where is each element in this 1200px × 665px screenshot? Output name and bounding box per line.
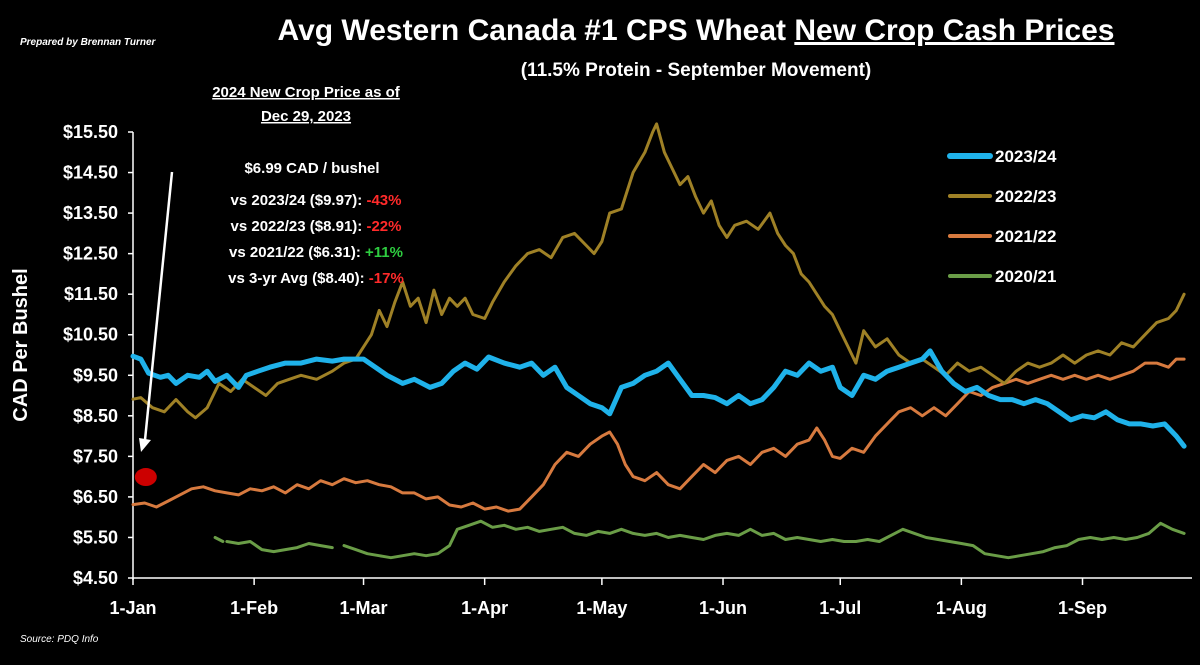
x-tick-label: 1-Jul: [819, 598, 861, 618]
chart-subtitle: (11.5% Protein - September Movement): [521, 60, 872, 81]
y-tick-label: $10.50: [63, 325, 118, 345]
y-tick-label: $12.50: [63, 244, 118, 264]
x-tick-label: 1-May: [576, 598, 627, 618]
series-layer: [130, 122, 1187, 560]
x-tick-label: 1-Mar: [340, 598, 388, 618]
annotation-price: $6.99 CAD / bushel: [244, 160, 379, 177]
annotation-arrow: [143, 171, 174, 441]
legend-label: 2023/24: [995, 147, 1057, 166]
comparison-line: vs 2022/23 ($8.91): -22%: [231, 218, 402, 235]
legend-label: 2020/21: [995, 267, 1056, 286]
title-underlined: New Crop Cash Prices: [794, 14, 1114, 47]
series-line-2023-24: [130, 348, 1187, 449]
y-tick-label: $9.50: [73, 365, 118, 385]
y-tick-label: $5.50: [73, 527, 118, 547]
x-tick-label: 1-Jan: [109, 598, 156, 618]
series-line-2021-22: [131, 357, 1186, 513]
series-line-2020-21: [225, 540, 334, 554]
annotation-box: 2024 New Crop Price as of Dec 29, 2023 $…: [134, 84, 404, 487]
annotation-comparisons: vs 2023/24 ($9.97): -43% vs 2022/23 ($8.9…: [228, 192, 404, 287]
legend: 2023/24 2022/23 2021/22 2020/21: [947, 147, 1057, 286]
y-tick-label: $8.50: [73, 406, 118, 426]
series-line-2020-21: [342, 519, 1186, 560]
legend-label: 2021/22: [995, 227, 1056, 246]
y-tick-label: $13.50: [63, 203, 118, 223]
series-line-2020-21: [213, 536, 225, 543]
new-crop-price-marker: [134, 468, 157, 487]
comparison-line: vs 3-yr Avg ($8.40): -17%: [228, 270, 404, 287]
x-tick-label: 1-Aug: [936, 598, 987, 618]
annotation-heading-1: 2024 New Crop Price as of: [212, 84, 401, 101]
y-axis-label: CAD Per Bushel: [10, 268, 32, 421]
source-text: Source: PDQ Info: [20, 634, 99, 645]
comparison-line: vs 2023/24 ($9.97): -43%: [231, 192, 402, 209]
y-tick-label: $7.50: [73, 446, 118, 466]
y-tick-label: $4.50: [73, 568, 118, 588]
y-tick-label: $15.50: [63, 122, 118, 142]
y-tick-label: $14.50: [63, 163, 118, 183]
x-tick-label: 1-Jun: [699, 598, 747, 618]
chart-title: Avg Western Canada #1 CPS Wheat New Crop…: [278, 14, 1115, 47]
y-tick-label: $6.50: [73, 487, 118, 507]
x-tick-label: 1-Apr: [461, 598, 508, 618]
y-tick-label: $11.50: [64, 284, 118, 304]
y-ticks: $15.50 $14.50 $13.50 $12.50 $11.50 $10.50 $9.5…: [63, 122, 133, 588]
x-ticks: 1-Jan 1-Feb 1-Mar 1-Apr 1-May 1-Jun 1-Jul 1-Aug…: [109, 578, 1107, 618]
x-tick-label: 1-Feb: [230, 598, 278, 618]
comparison-line: vs 2021/22 ($6.31): +11%: [229, 244, 403, 261]
annotation-arrowhead: [139, 438, 151, 452]
annotation-heading-2: Dec 29, 2023: [261, 108, 351, 125]
legend-label: 2022/23: [995, 187, 1056, 206]
credit-text: Prepared by Brennan Turner: [20, 37, 157, 48]
x-tick-label: 1-Sep: [1058, 598, 1107, 618]
title-main: Avg Western Canada #1 CPS Wheat: [278, 14, 795, 47]
series-line-2022-23: [131, 122, 1186, 420]
